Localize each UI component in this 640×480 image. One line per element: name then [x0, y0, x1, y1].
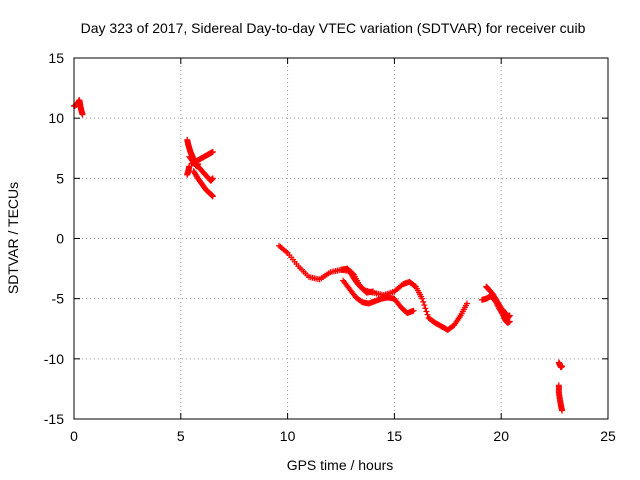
y-axis-label: SDTVAR / TECUs — [5, 182, 21, 294]
x-tick-label: 15 — [387, 428, 403, 444]
data-point-seg6 — [186, 163, 193, 170]
data-point-seg7 — [423, 308, 430, 315]
y-tick-label: -5 — [52, 291, 65, 307]
y-tick-label: 15 — [48, 50, 64, 66]
grid-lines — [74, 58, 608, 419]
data-point-seg7 — [420, 298, 427, 305]
y-tick-label: -15 — [44, 411, 64, 427]
data-point-seg12 — [559, 363, 566, 370]
x-tick-label: 20 — [493, 428, 509, 444]
x-tick-label: 0 — [70, 428, 78, 444]
data-point-seg10 — [506, 318, 513, 325]
data-point-seg9 — [349, 270, 356, 277]
y-tick-label: 10 — [48, 110, 64, 126]
data-point-seg5 — [209, 193, 216, 200]
chart-title: Day 323 of 2017, Sidereal Day-to-day VTE… — [81, 20, 586, 36]
x-axis-label: GPS time / hours — [287, 457, 394, 473]
data-point-seg7 — [419, 295, 426, 302]
data-points — [71, 97, 566, 414]
data-point-seg7 — [424, 311, 431, 318]
data-point-seg4 — [209, 175, 216, 182]
data-point-seg8 — [410, 307, 417, 314]
x-tick-label: 25 — [600, 428, 616, 444]
axis-ticks: 0 5 10 15 20 25 -15 -10 -5 0 5 10 15 — [44, 50, 616, 444]
y-tick-label: 5 — [56, 170, 64, 186]
data-point-seg3 — [209, 148, 216, 155]
data-point-seg1 — [79, 111, 86, 118]
data-point-seg7 — [464, 300, 471, 307]
data-point-seg7 — [421, 302, 428, 309]
data-point-seg7 — [422, 305, 429, 312]
y-tick-label: -10 — [44, 351, 64, 367]
data-point-seg13 — [559, 407, 566, 414]
x-tick-label: 10 — [280, 428, 296, 444]
data-point-seg9 — [370, 288, 377, 295]
y-tick-label: 0 — [56, 231, 64, 247]
data-point-seg11 — [506, 312, 513, 319]
x-tick-label: 5 — [177, 428, 185, 444]
